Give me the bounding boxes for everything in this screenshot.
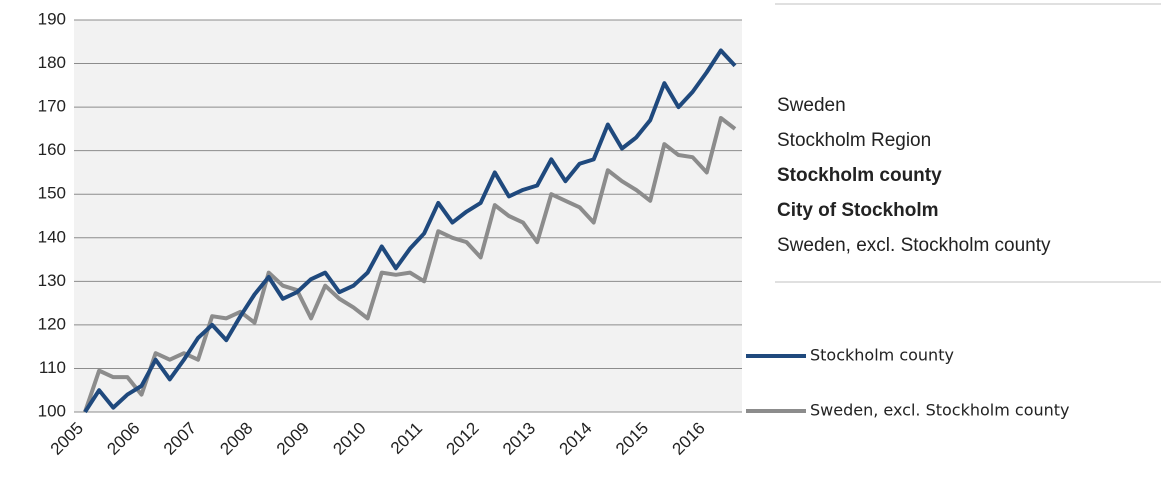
y-tick-label: 120 xyxy=(38,314,66,333)
x-tick-label: 2008 xyxy=(216,419,256,459)
legend-label: Sweden, excl. Stockholm county xyxy=(810,401,1070,420)
y-tick-label: 100 xyxy=(38,401,66,420)
panel-item: City of Stockholm xyxy=(777,200,939,221)
y-tick-label: 130 xyxy=(38,271,66,290)
x-tick-label: 2010 xyxy=(329,419,369,459)
x-tick-label: 2005 xyxy=(47,419,87,459)
panel-item: Sweden, excl. Stockholm county xyxy=(777,235,1051,256)
y-tick-label: 170 xyxy=(38,97,66,116)
x-tick-label: 2014 xyxy=(556,419,596,459)
x-tick-label: 2007 xyxy=(160,419,200,459)
x-tick-label: 2009 xyxy=(273,419,313,459)
x-tick-label: 2013 xyxy=(499,419,539,459)
y-tick-label: 180 xyxy=(38,53,66,72)
line-series xyxy=(83,116,737,413)
plot-area xyxy=(74,20,742,412)
panel-item: Stockholm county xyxy=(777,165,942,186)
y-tick-label: 190 xyxy=(38,9,66,28)
line-series xyxy=(83,48,737,414)
x-tick-label: 2012 xyxy=(442,419,482,459)
y-tick-label: 150 xyxy=(38,184,66,203)
y-tick-label: 140 xyxy=(38,227,66,246)
y-tick-label: 160 xyxy=(38,140,66,159)
x-tick-label: 2016 xyxy=(669,419,709,459)
panel-item: Sweden xyxy=(777,95,846,116)
x-tick-label: 2006 xyxy=(103,419,143,459)
y-tick-label: 110 xyxy=(39,358,66,377)
legend-label: Stockholm county xyxy=(810,346,954,365)
legend: Stockholm county Sweden, excl. Stockholm … xyxy=(746,346,1070,420)
panel-item: Stockholm Region xyxy=(777,130,931,151)
x-tick-label: 2011 xyxy=(387,419,426,458)
x-tick-label: 2015 xyxy=(612,419,652,459)
